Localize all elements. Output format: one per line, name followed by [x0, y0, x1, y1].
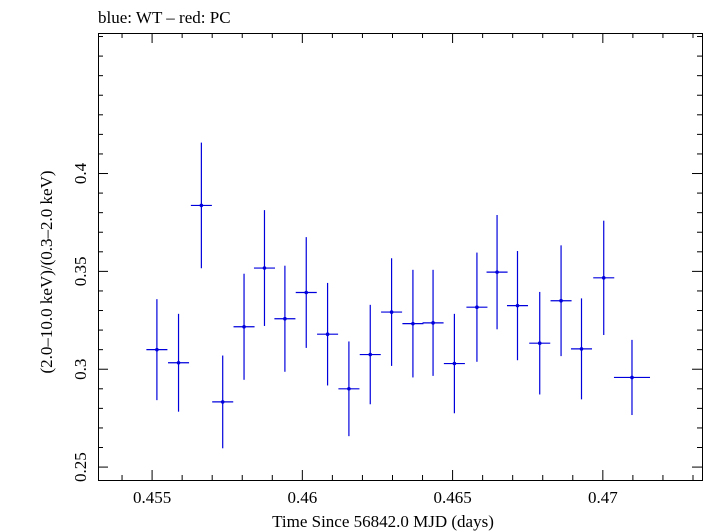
- data-point: [570, 298, 593, 400]
- y-tick-label: 0.3: [71, 359, 90, 380]
- data-point: [613, 339, 651, 416]
- point-marker: [389, 310, 394, 314]
- data-point: [593, 220, 615, 335]
- data-point: [359, 304, 381, 405]
- point-marker: [579, 347, 584, 351]
- point-marker: [325, 332, 330, 336]
- point-marker: [452, 361, 457, 366]
- y-tick-label: 0.25: [71, 452, 90, 482]
- point-marker: [601, 276, 606, 280]
- data-points: [146, 142, 651, 449]
- data-point: [295, 237, 317, 348]
- data-point: [381, 258, 403, 366]
- data-point: [253, 210, 275, 326]
- x-axis-label: Time Since 56842.0 MJD (days): [272, 512, 494, 531]
- data-point: [506, 251, 529, 361]
- data-point: [443, 313, 465, 414]
- point-marker: [176, 360, 181, 365]
- point-marker: [515, 303, 520, 308]
- data-point: [402, 269, 424, 378]
- chart-title: blue: WT – red: PC: [98, 8, 231, 27]
- x-tick-label: 0.47: [588, 488, 618, 507]
- data-point: [529, 291, 551, 395]
- point-marker: [220, 400, 225, 404]
- data-point: [486, 215, 508, 330]
- data-point: [317, 282, 339, 386]
- point-marker: [411, 321, 415, 326]
- y-tick-label: 0.4: [71, 162, 90, 184]
- data-point: [146, 299, 168, 401]
- data-point: [466, 252, 488, 362]
- data-point: [212, 355, 234, 449]
- data-point: [168, 313, 190, 412]
- data-point: [190, 142, 212, 269]
- point-marker: [368, 352, 373, 357]
- point-marker: [262, 266, 267, 270]
- y-axis-label: (2.0–10.0 keV)/(0.3–2.0 keV): [37, 170, 56, 373]
- point-marker: [559, 298, 563, 303]
- point-marker: [431, 321, 435, 325]
- axis-ticks: [98, 33, 702, 480]
- data-point: [233, 273, 255, 380]
- point-marker: [347, 386, 351, 391]
- data-point: [550, 245, 572, 357]
- y-tick-label: 0.35: [71, 256, 90, 286]
- x-tick-label: 0.455: [133, 488, 171, 507]
- point-marker: [155, 347, 159, 352]
- x-tick-label: 0.46: [287, 488, 317, 507]
- data-point: [422, 269, 444, 376]
- point-marker: [242, 324, 246, 329]
- point-marker: [475, 305, 479, 309]
- x-tick-label: 0.465: [433, 488, 471, 507]
- point-marker: [304, 290, 309, 295]
- point-marker: [630, 375, 634, 380]
- plot-frame: [98, 33, 703, 481]
- data-point: [338, 341, 360, 437]
- point-marker: [537, 341, 542, 345]
- point-marker: [495, 270, 499, 274]
- tick-labels: 0.455 0.46 0.465 0.47 0.25 0.3 0.35 0.4: [71, 162, 618, 507]
- point-marker: [199, 203, 204, 208]
- point-marker: [283, 316, 287, 321]
- data-point: [274, 265, 296, 372]
